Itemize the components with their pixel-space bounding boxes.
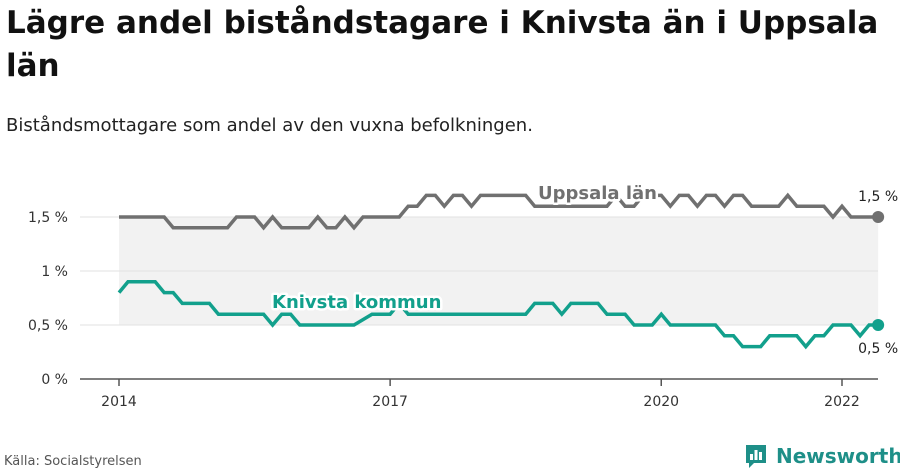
series-name-label: Uppsala län xyxy=(538,183,657,204)
series-line xyxy=(117,280,879,350)
source-note: Källa: Socialstyrelsen xyxy=(4,454,142,469)
chart-title: Lägre andel biståndstagare i Knivsta än … xyxy=(6,5,879,84)
end-value-label: 1,5 % xyxy=(858,189,898,205)
end-value-label: 0,5 % xyxy=(858,341,898,357)
x-axis: 2014 2017 2020 2022 xyxy=(80,378,878,410)
newsworthy-logo-icon xyxy=(746,445,766,468)
x-tick-label: 2020 xyxy=(643,394,679,410)
series-lines xyxy=(117,192,885,350)
series-name-label: Knivsta kommun xyxy=(272,292,441,313)
y-tick-label: 0 % xyxy=(41,372,68,388)
x-tick-label: 2017 xyxy=(372,394,408,410)
brand-logo: Newsworthy xyxy=(744,442,900,470)
y-tick-label: 1,5 % xyxy=(28,210,68,226)
gridlines xyxy=(80,216,878,326)
y-axis-tick-labels: 0 % 0,5 % 1 % 1,5 % xyxy=(28,210,68,388)
y-tick-label: 1 % xyxy=(41,264,68,280)
end-point-marker xyxy=(872,319,885,331)
x-tick-label: 2022 xyxy=(824,394,860,410)
series-labels: 1,5 % 0,5 % Uppsala län Knivsta kommun xyxy=(270,181,899,358)
brand-name: Newsworthy xyxy=(776,444,900,468)
y-tick-label: 0,5 % xyxy=(28,318,68,334)
series-line xyxy=(119,192,879,231)
chart-subtitle: Biståndsmottagare som andel av den vuxna… xyxy=(6,115,533,136)
x-tick-label: 2014 xyxy=(101,394,137,410)
line-chart: 2014 2017 2020 2022 0 %0,5 %1 %1,5 % 1,5 %0… xyxy=(28,181,899,411)
end-point-marker xyxy=(872,211,885,223)
